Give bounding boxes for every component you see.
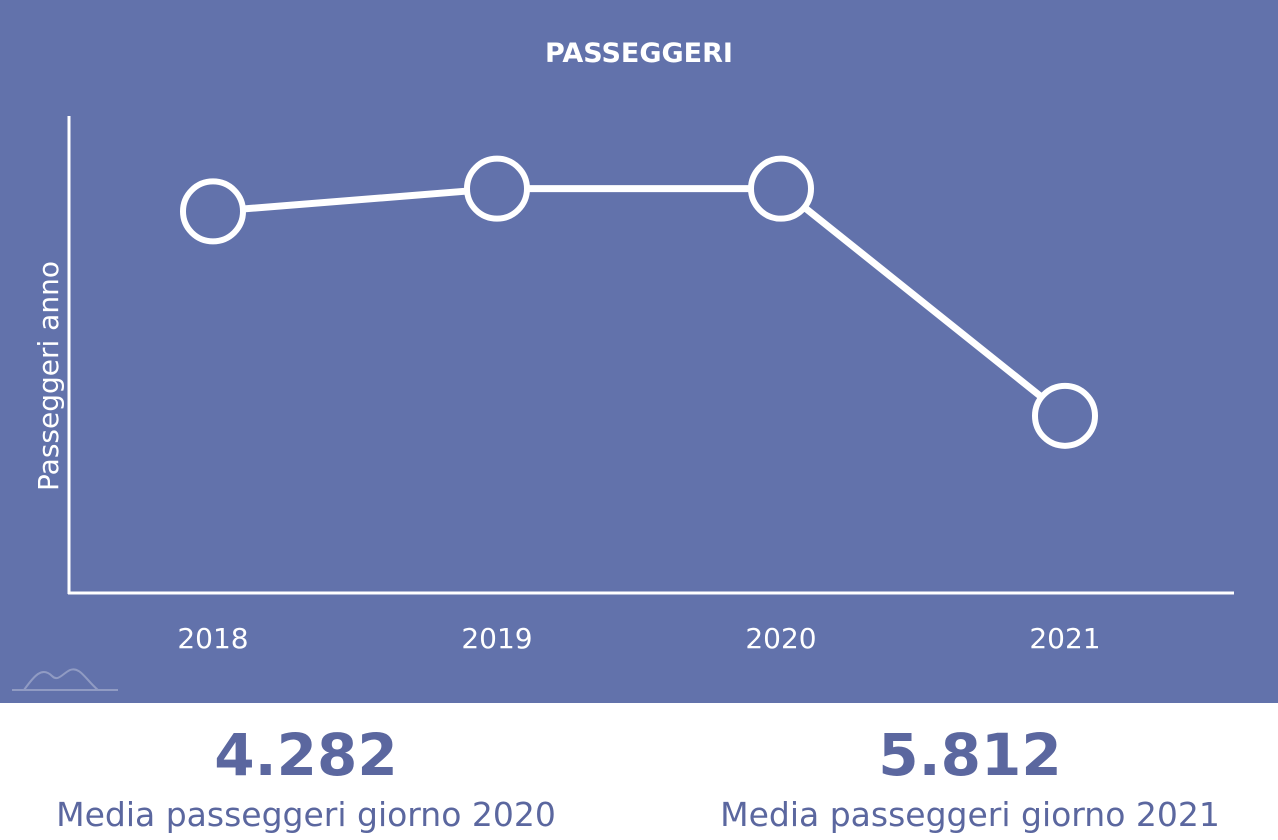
x-tick-label-2020: 2020 bbox=[745, 622, 816, 655]
stat-2021-value: 5.812 bbox=[878, 721, 1062, 789]
chart-title: PASSEGGERI bbox=[545, 38, 733, 69]
series-passeggeri bbox=[180, 155, 1098, 449]
data-point-2019 bbox=[464, 155, 530, 222]
line-segment-2018-2019 bbox=[209, 185, 501, 215]
chart-panel: PASSEGGERI Passeggeri anno 2018 2019 2020 2… bbox=[0, 0, 1278, 703]
stat-2020-label: Media passeggeri giorno 2020 bbox=[56, 795, 556, 834]
stat-2021: 5.812 Media passeggeri giorno 2021 bbox=[670, 703, 1270, 835]
x-tick-label-2018: 2018 bbox=[177, 622, 248, 655]
mountain-logo-icon bbox=[12, 668, 118, 691]
x-tick-label-2019: 2019 bbox=[461, 622, 532, 655]
x-tick-labels: 2018 2019 2020 2021 bbox=[177, 622, 1100, 655]
data-point-2021 bbox=[1032, 382, 1098, 449]
data-point-2018 bbox=[180, 178, 246, 245]
line-chart: PASSEGGERI Passeggeri anno 2018 2019 2020 2… bbox=[12, 38, 1234, 691]
data-point-2020 bbox=[748, 155, 814, 222]
stat-2021-label: Media passeggeri giorno 2021 bbox=[720, 795, 1220, 834]
line-segment-2020-2021 bbox=[777, 185, 1069, 420]
y-axis-label: Passeggeri anno bbox=[32, 261, 65, 491]
x-tick-label-2021: 2021 bbox=[1029, 622, 1100, 655]
stat-2020-value: 4.282 bbox=[214, 721, 398, 789]
stat-2020: 4.282 Media passeggeri giorno 2020 bbox=[6, 703, 606, 835]
stats-section: 4.282 Media passeggeri giorno 2020 5.812… bbox=[0, 703, 1278, 840]
